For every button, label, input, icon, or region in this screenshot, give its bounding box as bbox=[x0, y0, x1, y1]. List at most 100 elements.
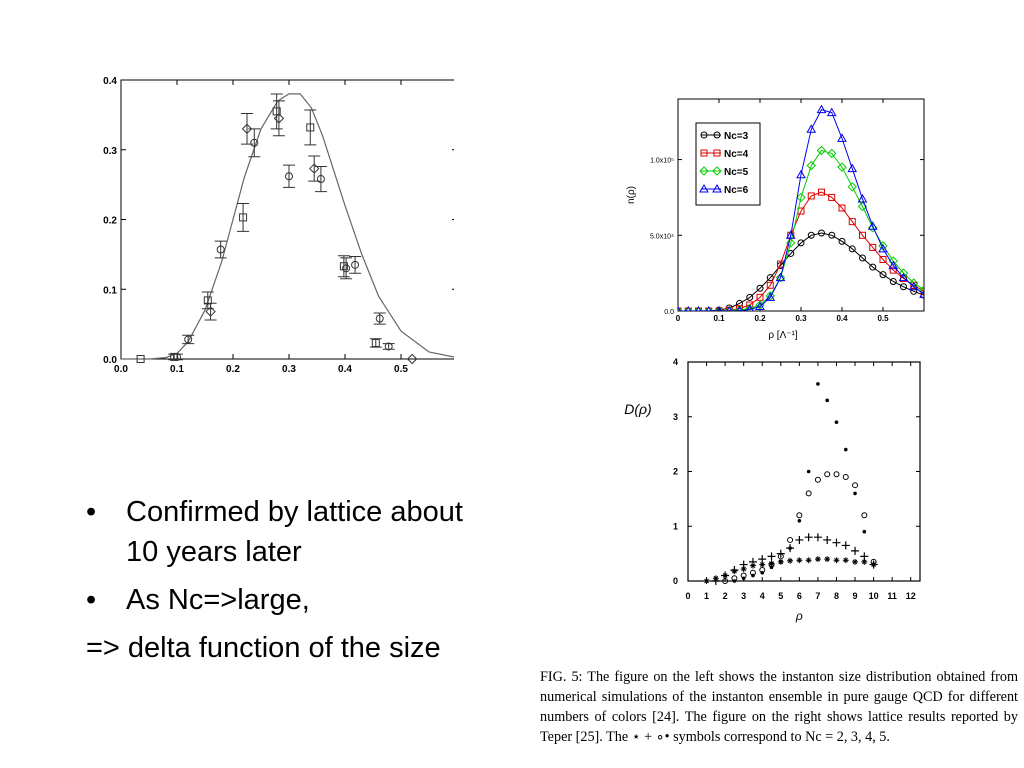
y-tick-label: 0.4 bbox=[103, 76, 117, 87]
data-point bbox=[766, 281, 774, 289]
legend-marker bbox=[712, 166, 722, 176]
data-point bbox=[796, 512, 803, 519]
data-point bbox=[724, 306, 734, 311]
data-point bbox=[814, 476, 821, 483]
legend-label: Nc=5 bbox=[724, 167, 749, 178]
data-point bbox=[371, 338, 380, 347]
data-point bbox=[746, 301, 754, 309]
data-point bbox=[273, 113, 285, 124]
data-point bbox=[406, 353, 418, 365]
data-point bbox=[678, 306, 683, 311]
data-point bbox=[908, 281, 919, 291]
data-point bbox=[716, 305, 722, 311]
data-point bbox=[859, 254, 866, 262]
data-point bbox=[755, 301, 765, 310]
data-point bbox=[818, 188, 825, 196]
data-point bbox=[813, 533, 822, 542]
data-point bbox=[769, 565, 774, 570]
bullet-dot: • bbox=[86, 496, 97, 528]
data-point bbox=[806, 160, 816, 171]
error-bar bbox=[201, 291, 214, 310]
data-point bbox=[861, 512, 868, 519]
data-point bbox=[339, 262, 348, 271]
y-tick-label: 1.0x10⁵ bbox=[650, 158, 674, 165]
data-point bbox=[898, 272, 909, 282]
data-point bbox=[785, 230, 796, 239]
data-point bbox=[796, 192, 806, 203]
data-point bbox=[751, 573, 755, 578]
data-point bbox=[758, 555, 767, 564]
data-point bbox=[828, 193, 836, 201]
data-point bbox=[807, 231, 815, 239]
x-tick-label: 0.4 bbox=[338, 364, 352, 372]
error-bar bbox=[248, 128, 261, 158]
error-bar bbox=[237, 202, 250, 232]
data-point bbox=[796, 557, 803, 564]
data-point bbox=[848, 218, 856, 226]
bullet-list: • Confirmed by lattice about 10 years la… bbox=[86, 492, 466, 668]
y-axis-label: n(ρ) bbox=[626, 186, 637, 204]
data-point bbox=[867, 221, 878, 230]
data-point bbox=[704, 306, 714, 311]
data-point bbox=[734, 305, 745, 311]
legend-marker bbox=[713, 131, 721, 139]
legend-marker bbox=[699, 166, 709, 176]
data-point bbox=[879, 256, 887, 264]
x-tick-label: 7 bbox=[815, 591, 820, 601]
y-tick-label: 1 bbox=[673, 521, 678, 531]
x-tick-label: 0 bbox=[685, 591, 690, 601]
data-point bbox=[862, 529, 867, 534]
series-group bbox=[678, 104, 924, 311]
x-tick-label: 0.1 bbox=[713, 314, 725, 323]
data-point bbox=[203, 296, 212, 305]
x-tick-label: 3 bbox=[741, 591, 746, 601]
x-tick-label: 0.3 bbox=[282, 364, 296, 372]
data-point bbox=[827, 148, 837, 159]
data-point bbox=[170, 352, 179, 361]
y-tick-label: 0.0 bbox=[103, 355, 117, 366]
x-tick-label: 4 bbox=[760, 591, 765, 601]
x-tick-label: 0.2 bbox=[754, 314, 766, 323]
data-point bbox=[859, 231, 866, 239]
data-point bbox=[306, 123, 315, 132]
x-tick-label: 0.5 bbox=[877, 314, 889, 323]
data-point bbox=[714, 306, 724, 311]
data-point bbox=[847, 182, 857, 192]
error-bar bbox=[214, 240, 227, 259]
data-point bbox=[239, 213, 248, 222]
data-point bbox=[184, 335, 193, 344]
data-point bbox=[795, 535, 804, 544]
data-point bbox=[833, 471, 840, 478]
legend-label: Nc=4 bbox=[724, 149, 749, 160]
data-point bbox=[878, 243, 888, 253]
data-point bbox=[788, 546, 792, 550]
data-point bbox=[216, 245, 225, 254]
x-tick-label: 5 bbox=[778, 591, 783, 601]
x-tick-label: 8 bbox=[834, 591, 839, 601]
y-tick-label: 0.2 bbox=[103, 216, 117, 227]
data-point bbox=[705, 305, 712, 311]
data-point bbox=[693, 306, 704, 311]
y-tick-label: 5.0x10⁴ bbox=[650, 233, 674, 240]
data-point bbox=[765, 292, 776, 301]
data-point bbox=[814, 556, 821, 563]
data-point bbox=[136, 355, 145, 363]
bullet-item: • As Nc=>large, bbox=[86, 580, 466, 620]
data-point bbox=[869, 263, 877, 271]
data-point bbox=[838, 204, 846, 212]
data-point bbox=[745, 304, 755, 311]
data-point bbox=[250, 138, 259, 147]
x-tick-label: 0.2 bbox=[226, 364, 240, 372]
data-point bbox=[759, 561, 766, 568]
data-point bbox=[746, 304, 754, 311]
data-point bbox=[805, 557, 812, 564]
data-point bbox=[787, 557, 794, 564]
x-tick-label: 10 bbox=[869, 591, 879, 601]
data-point bbox=[739, 560, 748, 569]
data-point bbox=[871, 562, 876, 567]
data-point bbox=[869, 243, 877, 251]
instanton-size-distribution-chart: 0.0 0.1 0.2 0.3 0.4 0.5 0.0 0.1 0.2 0.3 0.4 bbox=[103, 76, 454, 372]
data-point bbox=[843, 447, 848, 452]
x-tick-label: 0.3 bbox=[795, 314, 807, 323]
